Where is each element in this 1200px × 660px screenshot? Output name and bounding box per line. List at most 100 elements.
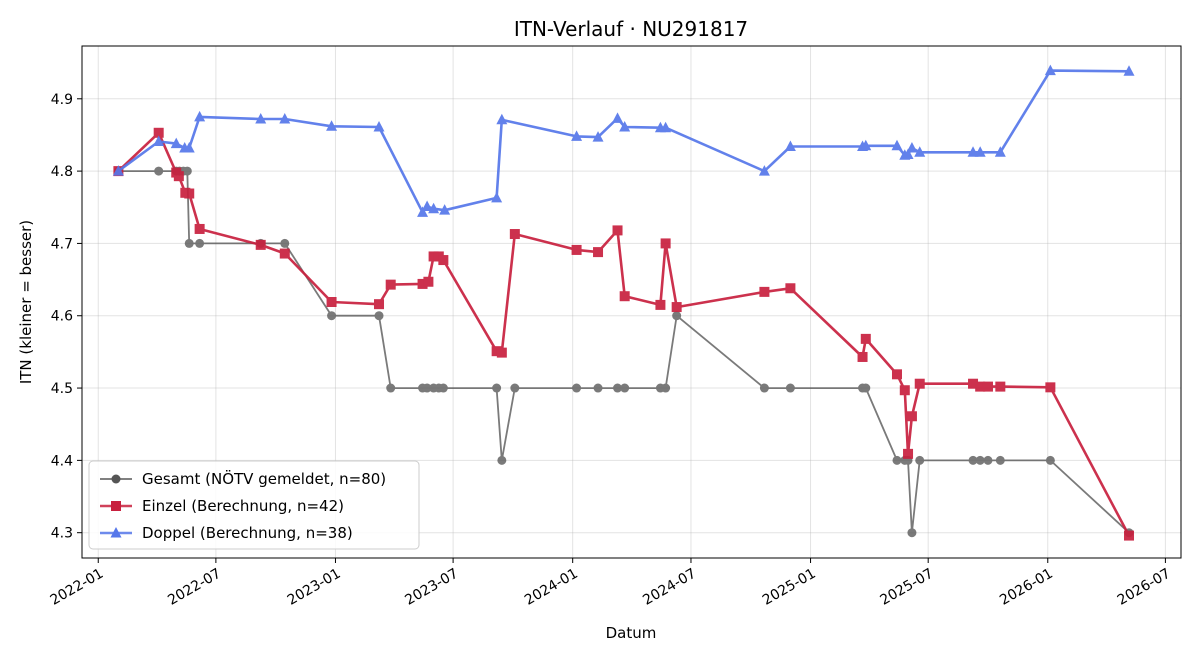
data-point	[660, 121, 672, 133]
data-point	[438, 383, 448, 393]
x-axis-title: Datum	[606, 624, 657, 642]
series-square	[113, 127, 1135, 541]
legend-item: Doppel (Berechnung, n=38)	[100, 524, 353, 542]
legend-label: Doppel (Berechnung, n=38)	[142, 524, 353, 542]
y-tick-label: 4.3	[51, 526, 73, 542]
data-point	[497, 455, 507, 465]
data-point	[785, 283, 796, 294]
data-point	[891, 369, 902, 380]
data-point	[994, 146, 1006, 157]
y-tick-label: 4.5	[51, 381, 73, 397]
data-point	[326, 297, 337, 307]
data-point	[154, 166, 164, 176]
data-point	[915, 455, 925, 465]
y-tick-label: 4.6	[51, 309, 73, 325]
data-point	[671, 302, 682, 313]
data-point	[194, 223, 205, 234]
y-tick-label: 4.4	[51, 453, 73, 469]
data-point	[655, 299, 666, 310]
data-point	[423, 276, 434, 287]
data-point	[255, 113, 267, 124]
data-point	[983, 455, 993, 465]
data-point	[1124, 530, 1135, 541]
data-point	[280, 238, 290, 248]
data-point	[496, 113, 508, 125]
data-point	[255, 239, 266, 250]
legend-label: Einzel (Berechnung, n=42)	[142, 497, 344, 515]
data-point	[438, 255, 449, 266]
data-point	[492, 383, 502, 393]
data-point	[758, 165, 770, 176]
data-point	[784, 140, 796, 152]
data-point	[906, 411, 917, 422]
chart-title: ITN-Verlauf · NU291817	[514, 17, 748, 41]
data-point	[995, 381, 1006, 392]
data-point	[439, 204, 451, 215]
data-point	[903, 448, 914, 459]
data-point	[892, 455, 902, 465]
data-point	[592, 131, 604, 142]
series-layer	[112, 64, 1135, 541]
data-point	[572, 383, 582, 393]
data-point	[326, 120, 338, 131]
data-point	[182, 166, 192, 176]
data-point	[496, 347, 507, 358]
data-point	[593, 247, 604, 258]
data-point	[619, 120, 631, 132]
data-point	[975, 381, 986, 392]
data-point	[417, 278, 428, 289]
legend-swatch-marker	[111, 501, 121, 511]
data-point	[374, 311, 384, 321]
data-point	[571, 130, 583, 141]
data-point	[672, 311, 682, 321]
data-point	[967, 146, 979, 157]
data-point	[195, 238, 205, 248]
y-tick-label: 4.7	[51, 236, 73, 252]
data-point	[153, 127, 164, 138]
data-point	[386, 383, 396, 393]
data-point	[491, 346, 502, 357]
data-point	[613, 383, 623, 393]
data-point	[899, 385, 910, 396]
data-point	[373, 120, 385, 132]
data-point	[593, 383, 603, 393]
data-point	[1123, 65, 1135, 76]
data-point	[891, 139, 903, 151]
legend-swatch-marker	[111, 474, 121, 484]
legend: Gesamt (NÖTV gemeldet, n=80) Einzel (Bere…	[88, 460, 420, 550]
series-triangle	[112, 64, 1135, 217]
data-point	[428, 202, 440, 214]
data-point	[153, 135, 165, 146]
data-point	[907, 528, 917, 538]
grid	[82, 46, 1181, 558]
data-point	[385, 279, 396, 290]
data-point	[491, 191, 503, 203]
data-point	[170, 137, 182, 149]
data-point	[183, 141, 195, 153]
data-point	[279, 248, 290, 259]
data-point	[279, 113, 291, 124]
data-point	[612, 112, 624, 123]
data-point	[975, 455, 985, 465]
data-point	[860, 333, 871, 344]
data-point	[374, 299, 385, 310]
data-point	[620, 383, 630, 393]
legend-label: Gesamt (NÖTV gemeldet, n=80)	[142, 469, 386, 488]
data-point	[612, 225, 623, 236]
data-point	[902, 148, 914, 159]
y-axis-ticks: 4.3 4.4 4.5 4.6 4.7 4.8 4.9	[51, 92, 82, 542]
data-point	[619, 291, 630, 302]
data-point	[112, 165, 124, 176]
legend-item: Gesamt (NÖTV gemeldet, n=80)	[100, 469, 386, 488]
series-circle	[113, 166, 1134, 538]
y-tick-label: 4.8	[51, 164, 73, 180]
data-point	[660, 238, 671, 249]
data-point	[571, 244, 582, 255]
data-point	[1044, 64, 1056, 76]
data-point	[860, 139, 872, 151]
data-point	[995, 455, 1005, 465]
data-point	[785, 383, 795, 393]
data-point	[421, 200, 433, 212]
